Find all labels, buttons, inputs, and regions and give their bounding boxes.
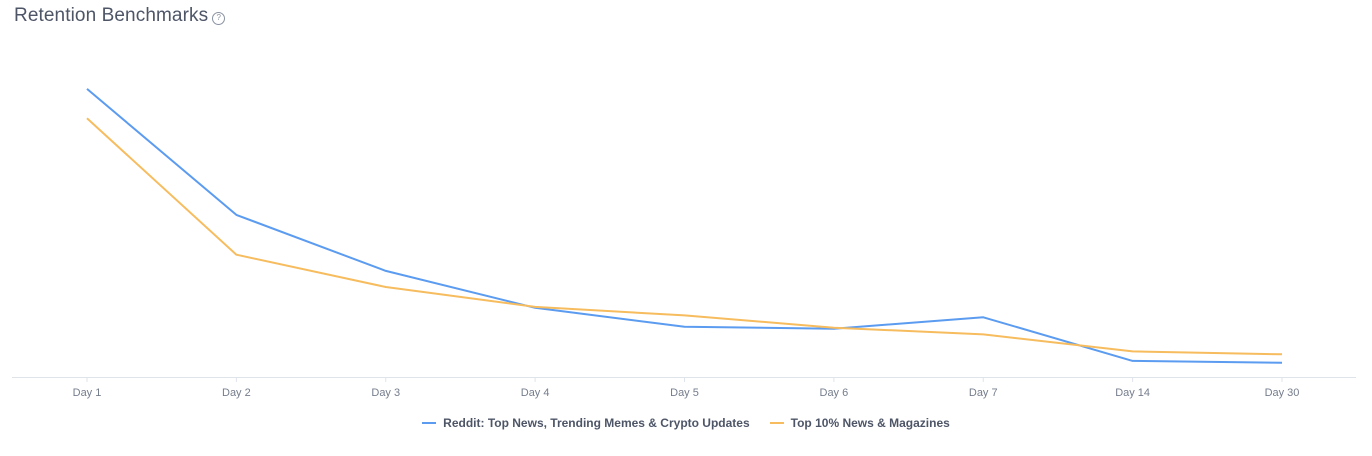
data-point[interactable] [1127,345,1139,357]
data-point[interactable] [679,321,691,333]
data-point[interactable] [679,309,691,321]
x-tick-label: Day 5 [670,387,699,399]
x-tick-label: Day 3 [371,387,400,399]
x-tick-label: Day 30 [1265,387,1300,399]
x-tick-label: Day 2 [222,387,251,399]
x-axis-ticks: Day 1 Day 2 Day 3 Day 4 Day 5 Day 6 Day 7 Day 1… [73,377,1300,399]
data-point[interactable] [1276,348,1288,360]
x-tick-label: Day 1 [73,387,102,399]
x-tick-label: Day 4 [521,387,550,399]
data-point[interactable] [977,328,989,340]
help-circle-icon[interactable]: ? [212,11,226,25]
data-point[interactable] [81,83,93,95]
chart-header: Retention Benchmarks ? [14,5,226,27]
data-point[interactable] [977,311,989,323]
series-lines [81,83,1288,364]
x-tick-label: Day 7 [969,387,998,399]
data-point[interactable] [81,112,93,124]
data-point[interactable] [380,281,392,293]
legend-item[interactable]: Reddit: Top News, Trending Memes & Crypt… [422,416,750,430]
series-line-1[interactable] [86,117,1283,356]
x-tick-label: Day 14 [1115,387,1150,399]
data-point[interactable] [230,209,242,221]
data-point[interactable] [230,249,242,261]
chart-legend: Reddit: Top News, Trending Memes & Crypt… [0,416,1372,430]
legend-swatch [769,422,784,424]
x-tick-label: Day 6 [820,387,849,399]
data-point[interactable] [529,301,541,313]
legend-item[interactable]: Top 10% News & Magazines [769,416,950,430]
legend-label: Reddit: Top News, Trending Memes & Crypt… [443,416,750,430]
legend-swatch [422,422,437,424]
chart-title: Retention Benchmarks [14,5,209,26]
data-point[interactable] [828,322,840,334]
data-point[interactable] [380,265,392,277]
legend-label: Top 10% News & Magazines [790,416,950,430]
